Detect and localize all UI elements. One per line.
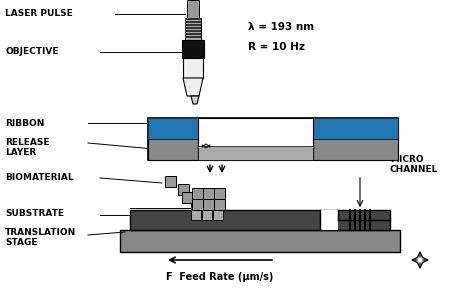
- Bar: [191, 200, 201, 210]
- Text: SUBSTRATE: SUBSTRATE: [5, 209, 64, 218]
- Text: F  Feed Rate (μm/s): F Feed Rate (μm/s): [166, 272, 274, 282]
- Bar: [148, 118, 398, 160]
- Bar: [185, 36, 201, 38]
- Bar: [198, 146, 313, 160]
- Bar: [178, 184, 189, 195]
- Bar: [320, 210, 338, 220]
- Bar: [214, 199, 225, 210]
- Text: λ = 193 nm: λ = 193 nm: [248, 22, 314, 32]
- Bar: [320, 210, 338, 230]
- Bar: [191, 210, 201, 220]
- Polygon shape: [191, 96, 199, 104]
- Bar: [148, 118, 198, 139]
- Bar: [203, 188, 214, 199]
- Text: RIBBON: RIBBON: [5, 119, 44, 128]
- Bar: [192, 188, 203, 199]
- Bar: [148, 118, 198, 139]
- Bar: [214, 188, 225, 199]
- Text: LASER PULSE: LASER PULSE: [5, 10, 73, 19]
- Bar: [213, 210, 223, 220]
- Bar: [182, 40, 204, 58]
- Bar: [185, 30, 201, 32]
- Bar: [182, 192, 193, 203]
- Bar: [185, 21, 201, 23]
- Bar: [130, 210, 390, 230]
- Bar: [213, 200, 223, 210]
- Text: R = 10 Hz: R = 10 Hz: [248, 42, 305, 52]
- Polygon shape: [183, 78, 203, 96]
- Bar: [202, 200, 212, 210]
- Text: TRANSLATION
STAGE: TRANSLATION STAGE: [5, 228, 76, 247]
- Bar: [185, 24, 201, 26]
- Bar: [198, 118, 313, 160]
- Bar: [185, 33, 201, 35]
- Bar: [203, 199, 214, 210]
- Text: OBJECTIVE: OBJECTIVE: [5, 48, 58, 57]
- Bar: [185, 18, 201, 20]
- Bar: [313, 118, 398, 160]
- Bar: [183, 58, 203, 78]
- Bar: [313, 118, 398, 139]
- Bar: [313, 118, 398, 139]
- Bar: [185, 18, 201, 40]
- Bar: [192, 199, 203, 210]
- Text: MICRO
CHANNEL: MICRO CHANNEL: [390, 155, 439, 174]
- Text: BIOMATERIAL: BIOMATERIAL: [5, 173, 74, 182]
- Bar: [148, 118, 198, 160]
- Bar: [165, 176, 176, 187]
- Bar: [185, 27, 201, 29]
- Bar: [202, 210, 212, 220]
- Bar: [120, 230, 400, 252]
- Bar: [187, 0, 199, 18]
- Text: RELEASE
LAYER: RELEASE LAYER: [5, 138, 49, 157]
